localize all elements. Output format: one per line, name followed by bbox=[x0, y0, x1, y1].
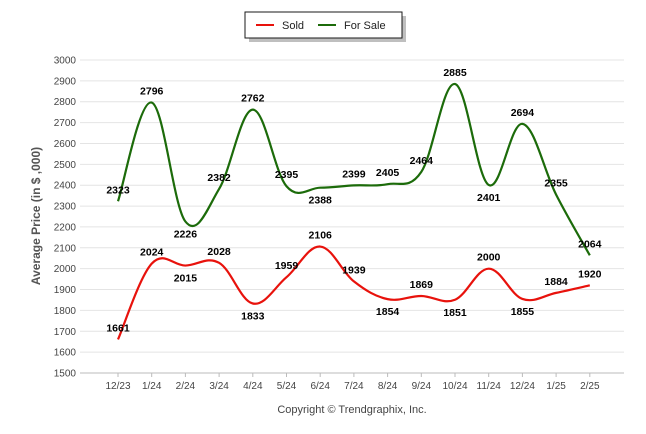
series-lines bbox=[116, 82, 591, 340]
y-axis: 1500 1600 1700 1800 1900 2000 2100 2200 2300 2400… bbox=[54, 56, 77, 380]
sold-data-label: 1661 bbox=[106, 322, 130, 334]
y-tick-label: 2800 bbox=[54, 97, 77, 108]
for-sale-data-label: 2323 bbox=[106, 184, 130, 196]
y-tick-label: 1500 bbox=[54, 369, 77, 380]
x-tick-label: 12/23 bbox=[105, 381, 130, 392]
for-sale-data-label: 2226 bbox=[174, 229, 198, 241]
y-tick-label: 1800 bbox=[54, 306, 77, 317]
x-tick-label: 1/25 bbox=[546, 381, 566, 392]
sold-data-label: 1855 bbox=[511, 306, 535, 318]
for-sale-data-label: 2399 bbox=[342, 168, 366, 180]
x-tick-label: 6/24 bbox=[310, 381, 330, 392]
sold-data-label: 1854 bbox=[376, 306, 400, 318]
sold-data-label: 1959 bbox=[275, 260, 299, 272]
gridlines bbox=[80, 59, 624, 374]
for-sale-data-label: 2064 bbox=[578, 238, 602, 250]
y-tick-label: 1900 bbox=[54, 285, 77, 296]
for-sale-data-label: 2796 bbox=[140, 86, 164, 98]
y-tick-label: 2100 bbox=[54, 243, 77, 254]
y-tick-label: 2700 bbox=[54, 118, 77, 129]
legend-label-for-sale: For Sale bbox=[344, 20, 386, 32]
for-sale-data-label: 2395 bbox=[275, 169, 299, 181]
y-axis-title: Average Price (in $ ,000) bbox=[29, 147, 43, 285]
sold-data-label: 2028 bbox=[207, 246, 231, 258]
x-tick-label: 8/24 bbox=[378, 381, 398, 392]
sold-data-label: 1939 bbox=[342, 264, 366, 276]
y-tick-label: 2400 bbox=[54, 181, 77, 192]
y-tick-label: 2900 bbox=[54, 76, 77, 87]
x-tick-label: 12/24 bbox=[510, 381, 535, 392]
y-tick-label: 2600 bbox=[54, 139, 77, 150]
sold-data-label: 2106 bbox=[309, 230, 333, 242]
for-sale-data-label: 2355 bbox=[544, 178, 568, 190]
sold-data-label: 1833 bbox=[241, 311, 265, 323]
y-tick-label: 2500 bbox=[54, 160, 77, 171]
for-sale-data-label: 2885 bbox=[443, 67, 467, 79]
x-tick-label: 7/24 bbox=[344, 381, 364, 392]
x-axis: 12/23 1/24 2/24 3/24 4/24 5/24 6/24 7/24 8/24 9/2… bbox=[80, 372, 624, 392]
for-sale-data-label: 2388 bbox=[309, 195, 333, 207]
x-tick-label: 2/24 bbox=[176, 381, 196, 392]
x-tick-label: 5/24 bbox=[277, 381, 297, 392]
x-tick-label: 1/24 bbox=[142, 381, 162, 392]
sold-data-label: 2000 bbox=[477, 252, 501, 264]
x-tick-label: 9/24 bbox=[412, 381, 432, 392]
for-sale-data-label: 2762 bbox=[241, 93, 265, 105]
for-sale-data-label: 2694 bbox=[511, 107, 535, 119]
sold-data-label: 1851 bbox=[443, 307, 467, 319]
y-tick-label: 1700 bbox=[54, 327, 77, 338]
y-tick-label: 3000 bbox=[54, 56, 77, 67]
x-tick-label: 11/24 bbox=[477, 381, 502, 392]
y-tick-label: 2200 bbox=[54, 222, 77, 233]
for-sale-data-label: 2382 bbox=[207, 172, 231, 184]
y-tick-label: 2300 bbox=[54, 202, 77, 213]
y-tick-label: 1600 bbox=[54, 348, 77, 359]
x-tick-label: 10/24 bbox=[442, 381, 467, 392]
sold-data-label: 1869 bbox=[410, 279, 434, 291]
for-sale-data-label: 2405 bbox=[376, 167, 400, 179]
legend: Sold For Sale bbox=[244, 11, 406, 42]
data-labels: 1661 2024 2015 2028 1833 1959 2106 1939 1854 1869… bbox=[106, 67, 601, 334]
x-tick-label: 4/24 bbox=[243, 381, 263, 392]
for-sale-data-label: 2401 bbox=[477, 192, 501, 204]
sold-data-label: 1884 bbox=[544, 276, 568, 288]
legend-label-sold: Sold bbox=[282, 20, 304, 32]
sold-data-label: 1920 bbox=[578, 268, 602, 280]
footer-copyright: Copyright © Trendgraphix, Inc. bbox=[277, 404, 426, 416]
sold-data-label: 2015 bbox=[174, 273, 198, 285]
for-sale-series-line bbox=[116, 82, 591, 256]
x-tick-label: 2/25 bbox=[580, 381, 600, 392]
for-sale-data-label: 2464 bbox=[410, 155, 434, 167]
sold-data-label: 2024 bbox=[140, 247, 164, 259]
y-tick-label: 2000 bbox=[54, 264, 77, 275]
sold-series-line bbox=[116, 245, 591, 340]
x-tick-label: 3/24 bbox=[209, 381, 229, 392]
